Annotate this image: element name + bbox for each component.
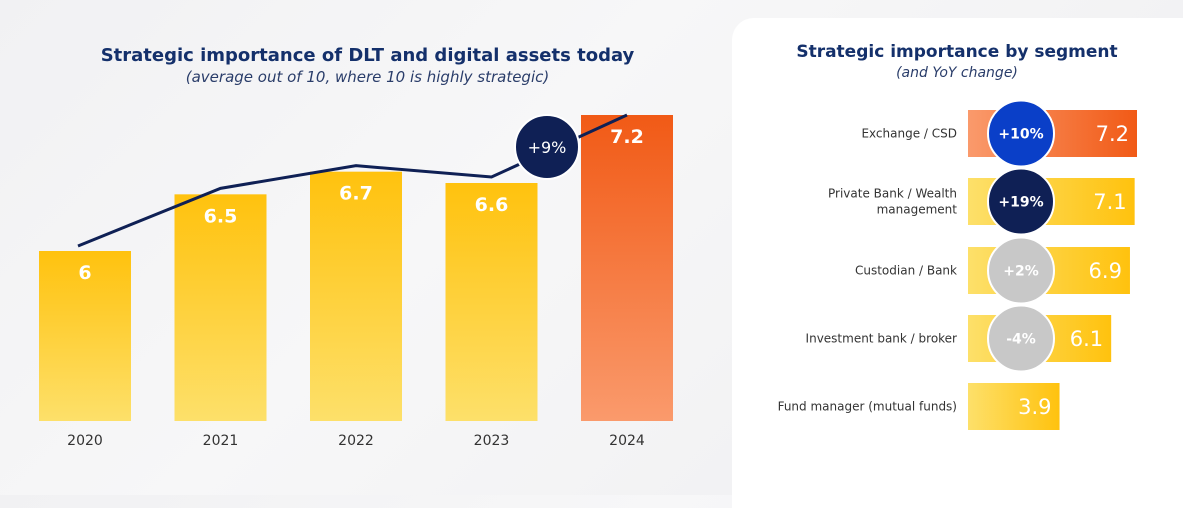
segment-chart-subtitle: (and YoY change) <box>896 65 1018 81</box>
bar-2024 <box>581 115 673 421</box>
segment-category-label: Custodian / Bank <box>855 264 957 278</box>
segment-value-label: 7.2 <box>1096 122 1129 146</box>
x-tick-label: 2024 <box>609 433 645 449</box>
yoy-change-label: -4% <box>1006 332 1036 348</box>
segment-row: 6.1 Investment bank / broker -4% <box>806 304 1112 373</box>
segment-row: 6.9 Custodian / Bank +2% <box>855 236 1130 305</box>
yearly-chart-subtitle: (average out of 10, where 10 is highly s… <box>185 68 550 86</box>
segment-category-label: Fund manager (mutual funds) <box>778 400 957 414</box>
yearly-chart-title: Strategic importance of DLT and digital … <box>100 45 635 66</box>
yoy-change-badge <box>987 167 1055 236</box>
segment-value-label: 6.1 <box>1070 327 1103 351</box>
yearly-chart-panel: Strategic importance of DLT and digital … <box>39 45 673 449</box>
segment-bar-chart: 7.2 Exchange / CSD +10% 7.1 Private Bank / W… <box>778 99 1137 430</box>
segment-chart-title: Strategic importance by segment <box>796 42 1118 62</box>
segment-category-label: Investment bank / broker <box>806 332 958 346</box>
segment-bar <box>968 383 1060 430</box>
segment-value-label: 7.1 <box>1093 190 1126 214</box>
bar-2021 <box>174 194 267 421</box>
yearly-bar-chart: 6 6.5 6.7 6.6 7.2 2020 2021 2022 2023 2024 +9% <box>39 113 673 449</box>
x-tick-label: 2022 <box>338 433 374 449</box>
bar-2023 <box>445 183 538 421</box>
yoy-change-badge <box>987 236 1055 305</box>
yoy-change-label: +2% <box>1003 264 1039 280</box>
yoy-change-badge <box>987 304 1055 373</box>
bar-2020 <box>39 251 131 421</box>
bar-value-label: 6 <box>78 262 91 284</box>
yoy-change-label: +10% <box>998 127 1043 143</box>
segment-category-label: Exchange / CSD <box>861 127 957 141</box>
bar-value-label: 6.7 <box>339 183 373 205</box>
bar-2022 <box>310 171 402 421</box>
segment-row: 7.1 Private Bank / Wealth management +19% <box>828 167 1135 236</box>
bar-value-label: 6.5 <box>204 205 238 227</box>
segment-row: 3.9 Fund manager (mutual funds) <box>778 383 1060 430</box>
x-tick-label: 2023 <box>474 433 510 449</box>
segment-row: 7.2 Exchange / CSD +10% <box>861 99 1137 168</box>
bar-value-label: 6.6 <box>475 194 509 216</box>
yoy-change-badge <box>987 99 1055 168</box>
growth-badge-label: +9% <box>528 138 567 157</box>
segment-category-label: Private Bank / Wealth management <box>828 187 957 217</box>
x-tick-label: 2020 <box>67 433 103 449</box>
yoy-change-label: +19% <box>998 195 1043 211</box>
bar-value-label: 7.2 <box>610 126 644 148</box>
growth-badge <box>514 114 580 180</box>
x-tick-label: 2021 <box>203 433 239 449</box>
segment-value-label: 6.9 <box>1089 259 1122 283</box>
segment-value-label: 3.9 <box>1018 395 1051 419</box>
